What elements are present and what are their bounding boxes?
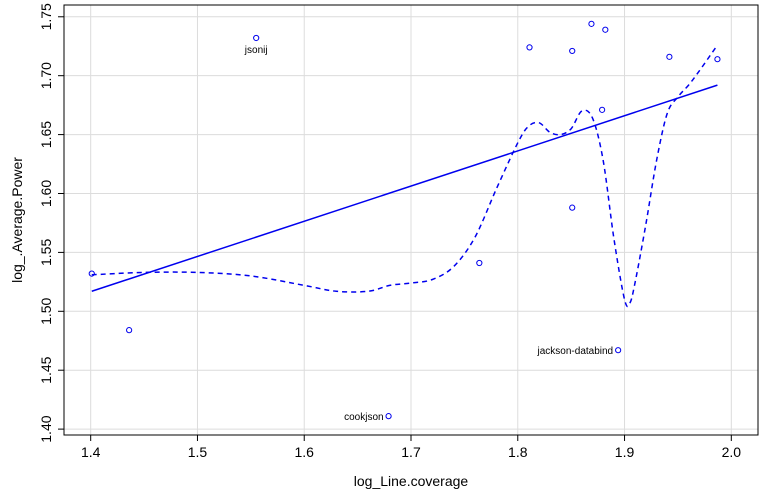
y-tick-label: 1.50 xyxy=(38,297,54,324)
data-point xyxy=(588,20,595,27)
data-point xyxy=(666,53,673,60)
point-label: jsonij xyxy=(244,45,268,56)
y-axis-title: log_.Average.Power xyxy=(9,157,25,283)
data-points xyxy=(88,20,721,420)
x-tick-label: 1.9 xyxy=(615,444,635,460)
x-axis-title: log_Line.coverage xyxy=(354,473,469,489)
data-point xyxy=(599,106,606,113)
data-point xyxy=(602,26,609,33)
data-point xyxy=(526,44,533,51)
x-tick-label: 1.5 xyxy=(188,444,208,460)
y-tick-label: 1.40 xyxy=(38,415,54,442)
regression-line xyxy=(91,84,718,292)
data-point xyxy=(569,47,576,55)
point-label: cookjson xyxy=(344,412,383,423)
x-tick-label: 1.7 xyxy=(401,444,421,460)
x-tick-label: 1.8 xyxy=(508,444,528,460)
y-tick-label: 1.45 xyxy=(38,356,54,383)
x-tick-label: 2.0 xyxy=(722,444,742,460)
data-point xyxy=(569,204,576,211)
y-tick-label: 1.75 xyxy=(38,3,54,30)
grid xyxy=(64,5,758,435)
x-axis: 1.4 1.5 1.6 1.7 1.8 1.9 2.0 xyxy=(81,435,741,460)
smooth-curve xyxy=(91,44,719,308)
x-tick-label: 1.4 xyxy=(81,444,101,460)
x-tick-label: 1.6 xyxy=(294,444,314,460)
y-tick-label: 1.70 xyxy=(38,62,54,89)
y-tick-label: 1.60 xyxy=(38,180,54,207)
data-point xyxy=(385,413,392,420)
point-labels: jsonij cookjson jackson-databind xyxy=(244,45,613,423)
data-point xyxy=(126,327,133,334)
data-point xyxy=(88,270,95,277)
y-tick-label: 1.55 xyxy=(38,239,54,266)
y-tick-label: 1.65 xyxy=(38,121,54,148)
data-point xyxy=(253,34,260,42)
y-axis: 1.40 1.45 1.50 1.55 1.60 1.65 1.70 1.75 xyxy=(38,3,64,443)
point-label: jackson-databind xyxy=(537,346,614,357)
data-point xyxy=(476,259,483,267)
data-point xyxy=(714,56,721,63)
data-point xyxy=(615,347,622,354)
